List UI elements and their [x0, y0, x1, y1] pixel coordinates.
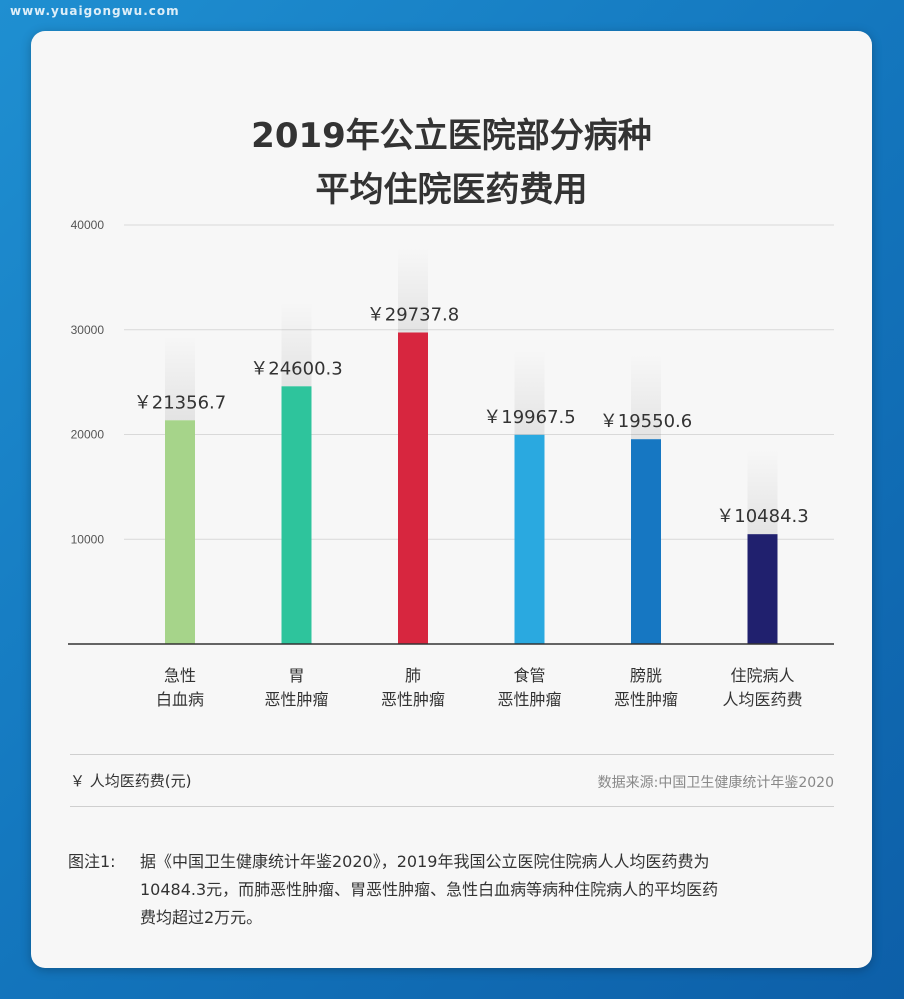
x-tick-label: 白血病	[156, 690, 204, 709]
note-line: 据《中国卫生健康统计年鉴2020》，2019年我国公立医院住院病人人均医药费为	[140, 852, 710, 871]
unit-label: ￥ 人均医药费(元)	[70, 772, 192, 790]
data-label: ￥19967.5	[483, 407, 575, 428]
bar	[398, 332, 428, 644]
source-text: 数据来源:中国卫生健康统计年鉴2020	[597, 775, 834, 791]
divider-top	[70, 754, 834, 755]
note-label: 图注1:	[68, 852, 116, 871]
bar-shadow	[165, 335, 195, 421]
x-tick-label: 恶性肿瘤	[497, 690, 561, 709]
x-tick-label: 恶性肿瘤	[614, 690, 678, 709]
x-tick-label: 住院病人	[730, 666, 794, 685]
note-line: 10484.3元，而肺恶性肿瘤、胃恶性肿瘤、急性白血病等病种住院病人的平均医药	[140, 880, 719, 899]
x-tick-label: 恶性肿瘤	[381, 690, 445, 709]
data-label: ￥24600.3	[250, 358, 342, 379]
bar	[747, 534, 778, 644]
y-tick-label: 10000	[71, 532, 105, 546]
note-text: 据《中国卫生健康统计年鉴2020》，2019年我国公立医院住院病人人均医药费为 …	[140, 848, 830, 932]
bar-shadow	[281, 301, 312, 387]
x-tick-label: 肺	[405, 666, 421, 685]
bar	[281, 386, 312, 644]
chart-title: 2019年公立医院部分病种 平均住院医药费用	[31, 109, 872, 217]
bar-shadow	[747, 449, 778, 535]
y-tick-label: 20000	[71, 428, 105, 442]
bar	[165, 420, 195, 644]
data-label: ￥10484.3	[716, 506, 808, 527]
chart-title-line1: 2019年公立医院部分病种	[251, 116, 652, 156]
bar-shadow	[398, 247, 428, 333]
data-label: ￥21356.7	[134, 392, 226, 413]
y-tick-label: 40000	[71, 218, 105, 232]
x-tick-label: 胃	[288, 666, 304, 685]
data-label: ￥19550.6	[600, 411, 692, 432]
x-tick-label: 食管	[513, 666, 545, 685]
bar-shadow	[514, 349, 545, 435]
note-line: 费均超过2万元。	[140, 908, 263, 927]
bar	[631, 439, 661, 644]
data-label: ￥29737.8	[367, 304, 459, 325]
chart-title-line2: 平均住院医药费用	[315, 170, 588, 210]
y-tick-label: 30000	[71, 323, 105, 337]
x-tick-label: 膀胱	[630, 666, 662, 685]
divider-bottom	[70, 806, 834, 807]
bar-shadow	[631, 354, 661, 440]
x-tick-label: 人均医药费	[722, 690, 802, 709]
bar	[514, 434, 545, 644]
watermark: www.yuaigongwu.com	[10, 4, 180, 18]
x-tick-label: 急性	[164, 666, 196, 685]
x-tick-label: 恶性肿瘤	[264, 690, 328, 709]
